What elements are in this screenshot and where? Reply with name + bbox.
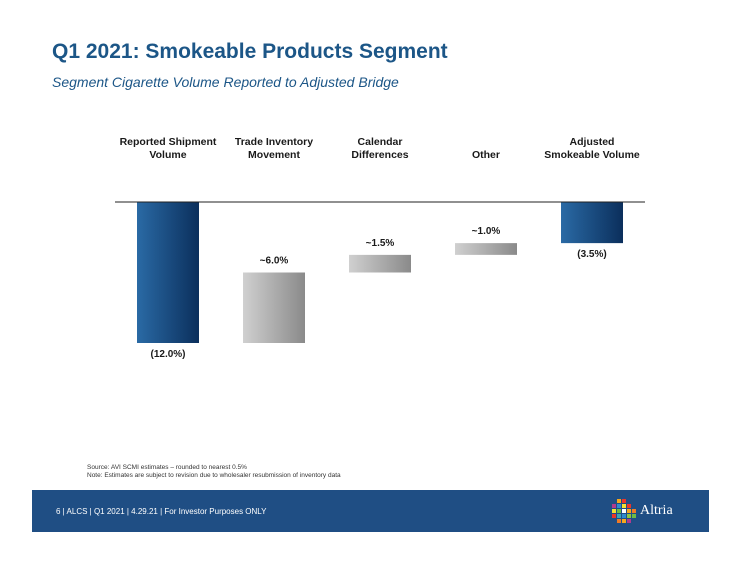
footnote-note: Note: Estimates are subject to revision … <box>87 472 341 479</box>
data-label-1: ~6.0% <box>260 256 289 267</box>
mosaic-cell <box>627 519 631 523</box>
bar-4 <box>561 202 623 244</box>
mosaic-icon <box>612 499 636 523</box>
data-label-2: ~1.5% <box>366 238 395 249</box>
mosaic-cell <box>622 504 626 508</box>
category-label-0-1: Volume <box>149 149 186 161</box>
bar-1 <box>243 272 305 343</box>
page-title: Q1 2021: Smokeable Products Segment <box>52 40 448 63</box>
mosaic-cell <box>612 509 616 513</box>
data-label-0: (12.0%) <box>150 349 185 360</box>
mosaic-cell <box>617 509 621 513</box>
mosaic-cell <box>632 499 636 503</box>
category-label-2-1: Differences <box>351 149 408 161</box>
mosaic-cell <box>612 504 616 508</box>
mosaic-cell <box>612 519 616 523</box>
category-label-1-0: Trade Inventory <box>235 136 313 148</box>
mosaic-cell <box>632 514 636 518</box>
mosaic-cell <box>627 509 631 513</box>
page-subtitle: Segment Cigarette Volume Reported to Adj… <box>52 74 399 90</box>
mosaic-cell <box>617 519 621 523</box>
category-label-2-0: Calendar <box>358 136 403 148</box>
footnote-source: Source: AVI SCMI estimates – rounded to … <box>87 464 247 471</box>
data-label-3: ~1.0% <box>472 226 501 237</box>
logo-wordmark: Altria <box>640 503 673 518</box>
bar-0 <box>137 202 199 343</box>
footer-text: 6 | ALCS | Q1 2021 | 4.29.21 | For Inves… <box>56 507 267 516</box>
mosaic-cell <box>627 514 631 518</box>
category-label-0-0: Reported Shipment <box>120 136 217 148</box>
mosaic-cell <box>622 499 626 503</box>
mosaic-cell <box>627 499 631 503</box>
category-label-3-0: Other <box>472 149 500 161</box>
mosaic-cell <box>617 514 621 518</box>
mosaic-cell <box>617 499 621 503</box>
mosaic-cell <box>622 519 626 523</box>
data-label-4: (3.5%) <box>577 249 606 260</box>
mosaic-cell <box>622 509 626 513</box>
mosaic-cell <box>622 514 626 518</box>
category-label-4-1: Smokeable Volume <box>544 149 640 161</box>
mosaic-cell <box>627 504 631 508</box>
bar-2 <box>349 254 411 273</box>
mosaic-cell <box>632 519 636 523</box>
footnotes: Source: AVI SCMI estimates – rounded to … <box>87 464 341 480</box>
mosaic-cell <box>612 514 616 518</box>
altria-logo: Altria <box>612 499 673 523</box>
category-label-1-1: Movement <box>248 149 300 161</box>
mosaic-cell <box>632 509 636 513</box>
mosaic-cell <box>617 504 621 508</box>
category-label-4-0: Adjusted <box>570 136 615 148</box>
footer-bar: 6 | ALCS | Q1 2021 | 4.29.21 | For Inves… <box>32 490 709 532</box>
bar-3 <box>455 243 517 255</box>
mosaic-cell <box>632 504 636 508</box>
mosaic-cell <box>612 499 616 503</box>
